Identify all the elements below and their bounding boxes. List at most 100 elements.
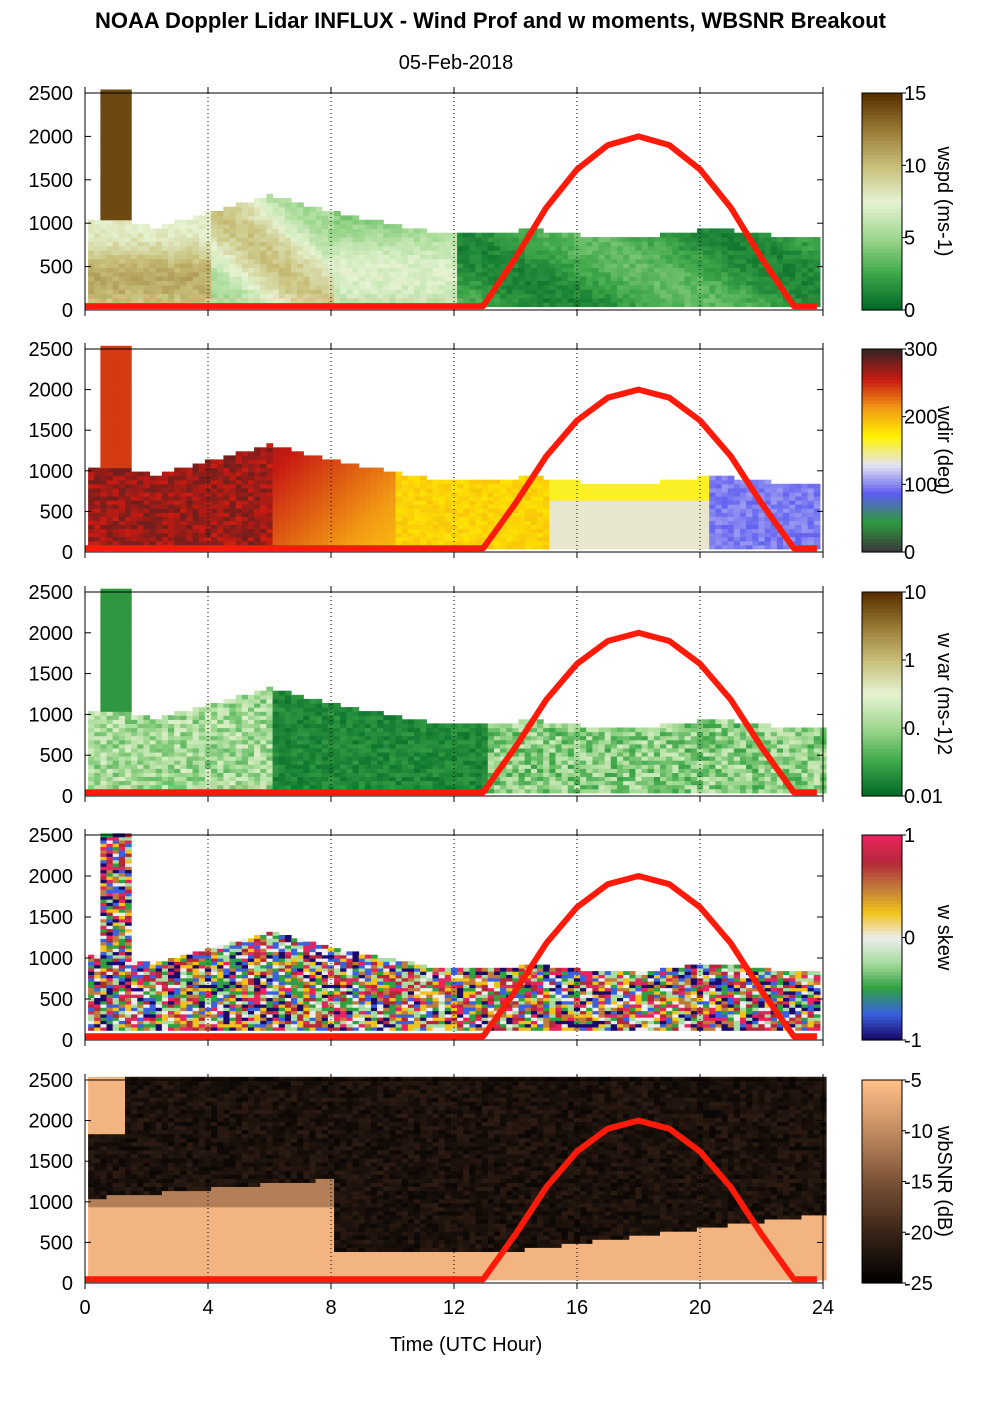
heatmap-cell — [248, 459, 255, 465]
heatmap-cell — [272, 241, 280, 247]
heatmap-cell — [346, 250, 354, 255]
heatmap-cell — [727, 512, 735, 517]
heatmap-cell — [192, 289, 200, 295]
heatmap-cell — [112, 280, 120, 286]
heatmap-cell — [327, 293, 335, 299]
heatmap-cell — [118, 93, 126, 99]
heatmap-cell — [334, 284, 341, 290]
heatmap-cell — [118, 211, 126, 216]
heatmap-cell — [112, 141, 120, 147]
heatmap-cell — [457, 532, 464, 538]
heatmap-cell — [266, 487, 274, 493]
heatmap-cell — [733, 254, 741, 260]
heatmap-cell — [204, 280, 212, 286]
heatmap-cell — [764, 250, 772, 255]
heatmap-cell — [118, 176, 126, 182]
heatmap-cell — [88, 528, 95, 534]
colorbar-step — [862, 430, 902, 435]
heatmap-cell — [340, 483, 347, 489]
heatmap-cell — [346, 254, 354, 260]
heatmap-cell — [248, 467, 255, 473]
heatmap-cell — [746, 516, 753, 521]
heatmap-cell — [327, 540, 335, 546]
heatmap-cell — [518, 267, 526, 273]
heatmap-cell — [567, 241, 575, 247]
heatmap-cell — [672, 267, 679, 273]
heatmap-cell — [383, 532, 390, 538]
heatmap-cell — [260, 536, 267, 542]
heatmap-cell — [284, 267, 292, 273]
heatmap-cell — [278, 237, 286, 242]
heatmap-cell — [112, 102, 120, 108]
heatmap-cell — [555, 479, 563, 485]
heatmap-cell — [340, 540, 347, 546]
heatmap-cell — [783, 487, 790, 493]
heatmap-cell — [592, 267, 600, 273]
heatmap-cell — [795, 516, 802, 521]
heatmap-cell — [463, 293, 470, 299]
heatmap-cell — [327, 508, 335, 513]
heatmap-cell — [112, 137, 120, 143]
heatmap-cell — [168, 250, 175, 255]
heatmap-cell — [813, 544, 821, 550]
heatmap-cell — [125, 150, 132, 156]
heatmap-cell — [131, 524, 138, 530]
heatmap-cell — [586, 544, 593, 550]
heatmap-cell — [100, 245, 108, 251]
heatmap-cell — [106, 297, 114, 303]
heatmap-cell — [721, 512, 729, 517]
heatmap-cell — [432, 540, 440, 546]
heatmap-cell — [155, 258, 163, 264]
heatmap-cell — [537, 483, 544, 489]
heatmap-cell — [100, 250, 108, 255]
heatmap-cell — [118, 443, 126, 448]
heatmap-cell — [131, 496, 138, 501]
heatmap-cell — [776, 520, 784, 525]
heatmap-cell — [518, 500, 526, 505]
heatmap-cell — [592, 491, 600, 497]
heatmap-cell — [426, 487, 433, 493]
heatmap-cell — [198, 475, 206, 481]
heatmap-cell — [696, 504, 704, 509]
heatmap-cell — [377, 540, 384, 546]
heatmap-cell — [690, 479, 698, 485]
heatmap-cell — [118, 504, 126, 509]
heatmap-cell — [696, 500, 704, 505]
heatmap-cell — [106, 451, 114, 456]
heatmap-cell — [389, 276, 397, 281]
heatmap-cell — [291, 245, 298, 251]
heatmap-cell — [106, 528, 114, 534]
heatmap-cell — [395, 245, 403, 251]
heatmap-cell — [524, 536, 532, 542]
heatmap-cell — [198, 280, 206, 286]
heatmap-cell — [278, 516, 286, 521]
heatmap-cell — [407, 276, 415, 281]
heatmap-cell — [88, 289, 95, 295]
heatmap-cell — [180, 293, 187, 299]
heatmap-cell — [543, 237, 550, 242]
heatmap-cell — [512, 532, 520, 538]
heatmap-cell — [469, 532, 477, 538]
heatmap-cell — [752, 289, 759, 295]
heatmap-cell — [297, 504, 304, 509]
heatmap-cell — [432, 536, 440, 542]
heatmap-cell — [340, 280, 347, 286]
heatmap-cell — [549, 532, 556, 538]
heatmap-cell — [463, 245, 470, 251]
heatmap-cell — [457, 284, 464, 290]
heatmap-cell — [125, 124, 132, 130]
heatmap-cell — [217, 536, 224, 542]
heatmap-cell — [149, 512, 157, 517]
heatmap-cell — [204, 293, 212, 299]
heatmap-cell — [801, 487, 809, 493]
heatmap-cell — [494, 263, 501, 268]
heatmap-cell — [610, 297, 618, 303]
heatmap-cell — [524, 496, 532, 501]
heatmap-cell — [537, 237, 544, 242]
heatmap-cell — [260, 520, 267, 525]
heatmap-cell — [334, 289, 341, 295]
heatmap-cell — [678, 544, 686, 550]
heatmap-cell — [248, 496, 255, 501]
heatmap-cell — [364, 284, 372, 290]
heatmap-cell — [346, 289, 354, 295]
